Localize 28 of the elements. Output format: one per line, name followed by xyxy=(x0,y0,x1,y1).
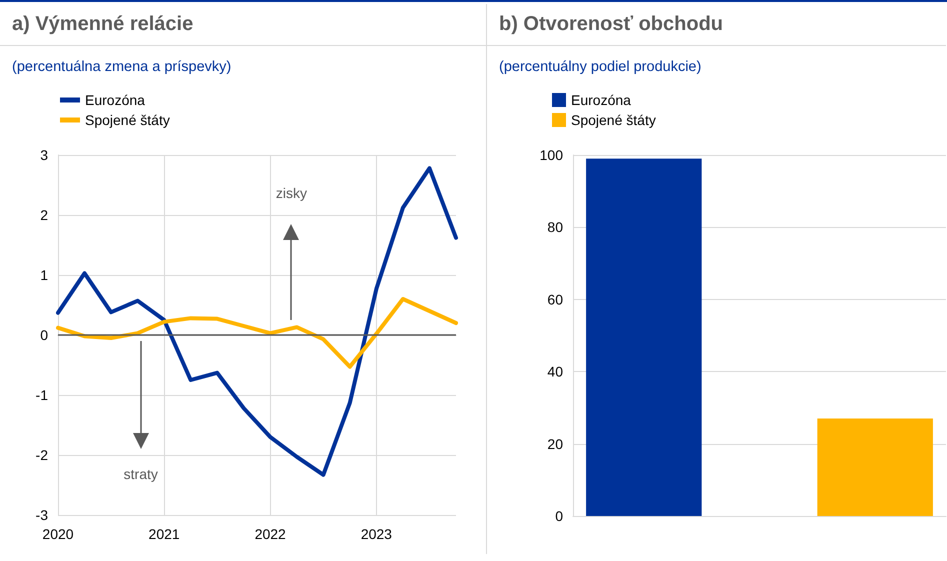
y-tick-label: 0 xyxy=(555,508,564,524)
y-tick-label: 100 xyxy=(540,147,564,163)
y-tick-label: 20 xyxy=(547,436,564,452)
chart-subtitle: (percentuálna zmena a príspevky) xyxy=(12,59,232,75)
line-series xyxy=(56,297,458,369)
legend-label: Spojené štáty xyxy=(571,112,656,128)
y-tick-label: 3 xyxy=(40,147,48,163)
legend-label: Eurozóna xyxy=(85,92,146,108)
x-tick-label: 2022 xyxy=(254,526,286,542)
chart-subtitle: (percentuálny podiel produkcie) xyxy=(499,59,702,75)
annotation: zisky xyxy=(274,185,308,201)
chart-title: b) Otvorenosť obchodu xyxy=(499,13,724,36)
chart-title: a) Výmenné relácie xyxy=(12,13,194,36)
y-tick-label: 40 xyxy=(547,364,564,380)
y-tick-label: -1 xyxy=(36,387,48,403)
y-tick-label: 60 xyxy=(547,291,564,308)
y-tick-label: -3 xyxy=(36,507,48,523)
annotation: straty xyxy=(122,466,159,482)
y-tick-label: 0 xyxy=(40,327,48,343)
legend-label: Eurozóna xyxy=(571,92,632,108)
x-tick-label: 2020 xyxy=(42,526,74,542)
x-tick-label: 2021 xyxy=(148,526,180,542)
legend-label: Spojené štáty xyxy=(85,112,170,128)
y-tick-label: 80 xyxy=(547,219,564,236)
y-tick-label: 1 xyxy=(40,267,48,283)
x-tick-label: 2023 xyxy=(360,526,392,542)
y-tick-label: 2 xyxy=(40,207,48,223)
y-tick-label: -2 xyxy=(36,447,48,463)
